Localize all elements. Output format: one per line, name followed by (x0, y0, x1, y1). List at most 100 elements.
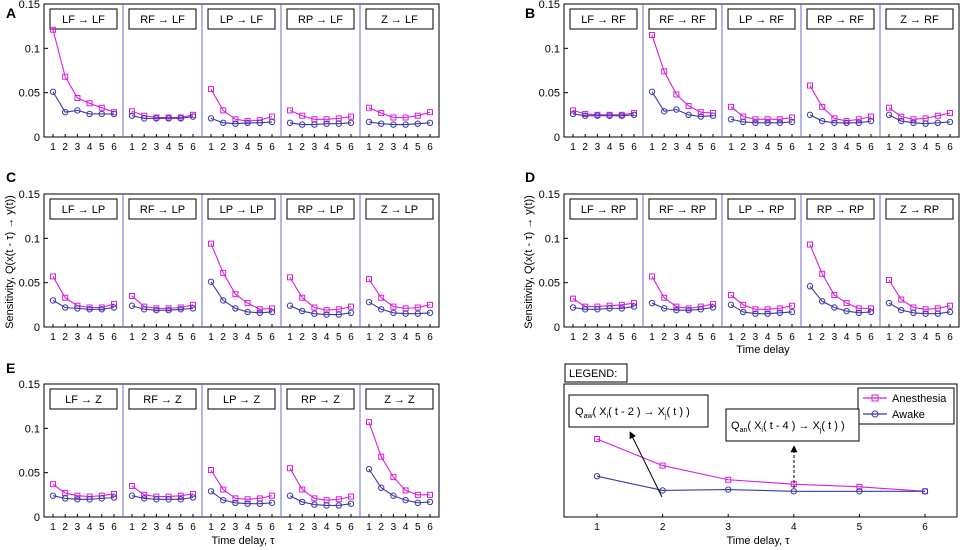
panel-e: E00.050.10.151 2 3 4 5 6LF → Z1 2 3 4 5 6RF → Z1 2 3… (6, 360, 440, 533)
awake-point (855, 309, 862, 317)
x-tick-label: 1 (287, 522, 293, 533)
y-tick-label: 0.1 (545, 43, 560, 55)
xlabel-panel-d: Time delay (736, 344, 790, 356)
awake-point (323, 311, 330, 318)
awake-point (299, 307, 306, 315)
x-tick-label: 4 (607, 332, 613, 343)
x-tick-label: 3 (312, 332, 318, 343)
x-tick-label: 5 (99, 522, 105, 533)
series-anesthesia-line (809, 244, 871, 309)
legend-key-box (857, 387, 955, 425)
x-tick-label: 4 (87, 332, 93, 343)
awake-point (365, 298, 373, 306)
x-tick-label: 4 (923, 142, 929, 153)
anesthesia-point (710, 110, 716, 117)
awake-point (61, 304, 69, 311)
awake-point (685, 306, 692, 314)
series-anesthesia-line (730, 294, 793, 310)
awake-point (268, 308, 276, 316)
awake-point (885, 111, 893, 119)
anesthesia-point (269, 492, 275, 499)
series-anesthesia-line (888, 279, 951, 310)
awake-point (220, 119, 227, 127)
anesthesia-point (232, 116, 239, 123)
subplot-label: LF → LP (62, 204, 105, 216)
x-tick-label: 4 (765, 142, 771, 153)
awake-point (685, 111, 692, 119)
anesthesia-point (111, 490, 117, 497)
legend-awake-marker (871, 410, 879, 418)
anesthesia-point (789, 114, 795, 121)
y-tick-label: 0.1 (25, 423, 40, 435)
x-tick-label: 6 (427, 142, 433, 153)
x-tick-label: 6 (348, 142, 354, 153)
subplot-label: RF → Z (143, 394, 182, 406)
series-awake-line (210, 281, 273, 314)
awake-point (110, 110, 118, 118)
x-tick-label: 1 (728, 142, 734, 153)
subplot-label-box (49, 388, 118, 410)
x-tick-label: 4 (166, 332, 172, 343)
x-tick-label: 4 (844, 142, 850, 153)
awake-point (165, 115, 172, 122)
awake-point (323, 502, 330, 509)
y-tick-label: 0.05 (19, 88, 40, 100)
subplot-label: LF → RF (581, 14, 626, 26)
legend-anesthesia-point (659, 462, 666, 469)
x-tick-label: 2 (141, 142, 147, 153)
legend-x-tick-label: 5 (857, 522, 863, 533)
x-tick-label: 3 (832, 332, 838, 343)
legend-x-tick-label: 1 (594, 522, 600, 533)
anesthesia-point (898, 113, 905, 120)
x-tick-label: 2 (299, 522, 305, 533)
x-tick-label: 3 (674, 142, 680, 153)
y-tick-label: 0 (34, 322, 40, 334)
legend-xlabel: Time delay, τ (726, 535, 790, 547)
awake-point (776, 119, 783, 127)
anesthesia-point (855, 305, 862, 312)
ylabel-right: Sensitivity, Q(x(t - τ) → y(t)) (523, 195, 535, 329)
awake-point (311, 501, 318, 508)
anesthesia-point (427, 109, 433, 116)
series-anesthesia-line (210, 243, 273, 310)
series-anesthesia-line (52, 483, 115, 498)
anesthesia-point (86, 100, 93, 107)
anesthesia-point (570, 295, 576, 302)
x-tick-label: 6 (190, 332, 196, 343)
subplot-label-box (727, 8, 796, 30)
anesthesia-point (269, 305, 275, 312)
subplot-label: Z → RP (900, 204, 939, 216)
series-anesthesia-line (289, 109, 352, 120)
x-tick-label: 3 (75, 522, 81, 533)
x-tick-label: 1 (129, 332, 135, 343)
anesthesia-point (74, 492, 81, 499)
awake-point (922, 120, 929, 127)
y-tick-label: 0.1 (545, 233, 560, 245)
awake-point (946, 118, 954, 126)
x-tick-label: 1 (366, 522, 372, 533)
anesthesia-point (764, 306, 771, 313)
x-tick-label: 2 (378, 332, 384, 343)
y-tick-label: 0.15 (539, 189, 560, 201)
x-tick-label: 2 (661, 332, 667, 343)
awake-point (402, 496, 409, 504)
x-tick-label: 1 (50, 522, 56, 533)
awake-point (128, 302, 136, 309)
anesthesia-point (366, 276, 372, 283)
legend-anesthesia-label: Anesthesia (892, 393, 947, 405)
x-tick-label: 6 (868, 332, 874, 343)
x-tick-label: 2 (582, 142, 588, 153)
legend-x-tick-label: 4 (791, 522, 797, 533)
x-tick-label: 5 (99, 142, 105, 153)
awake-point (426, 498, 434, 506)
awake-point (207, 278, 215, 285)
legend-awake-point (921, 488, 929, 495)
anesthesia-point (98, 104, 105, 111)
awake-point (98, 110, 106, 118)
legend-anesthesia-marker (871, 394, 879, 402)
awake-point (402, 121, 409, 128)
anesthesia-point (256, 306, 263, 313)
x-tick-label: 4 (87, 142, 93, 153)
anesthesia-point (220, 269, 227, 276)
panels-layer: A00.050.10.151 2 3 4 5 6LF → LF1 2 3 4 5 6RF → LF1… (6, 0, 960, 533)
